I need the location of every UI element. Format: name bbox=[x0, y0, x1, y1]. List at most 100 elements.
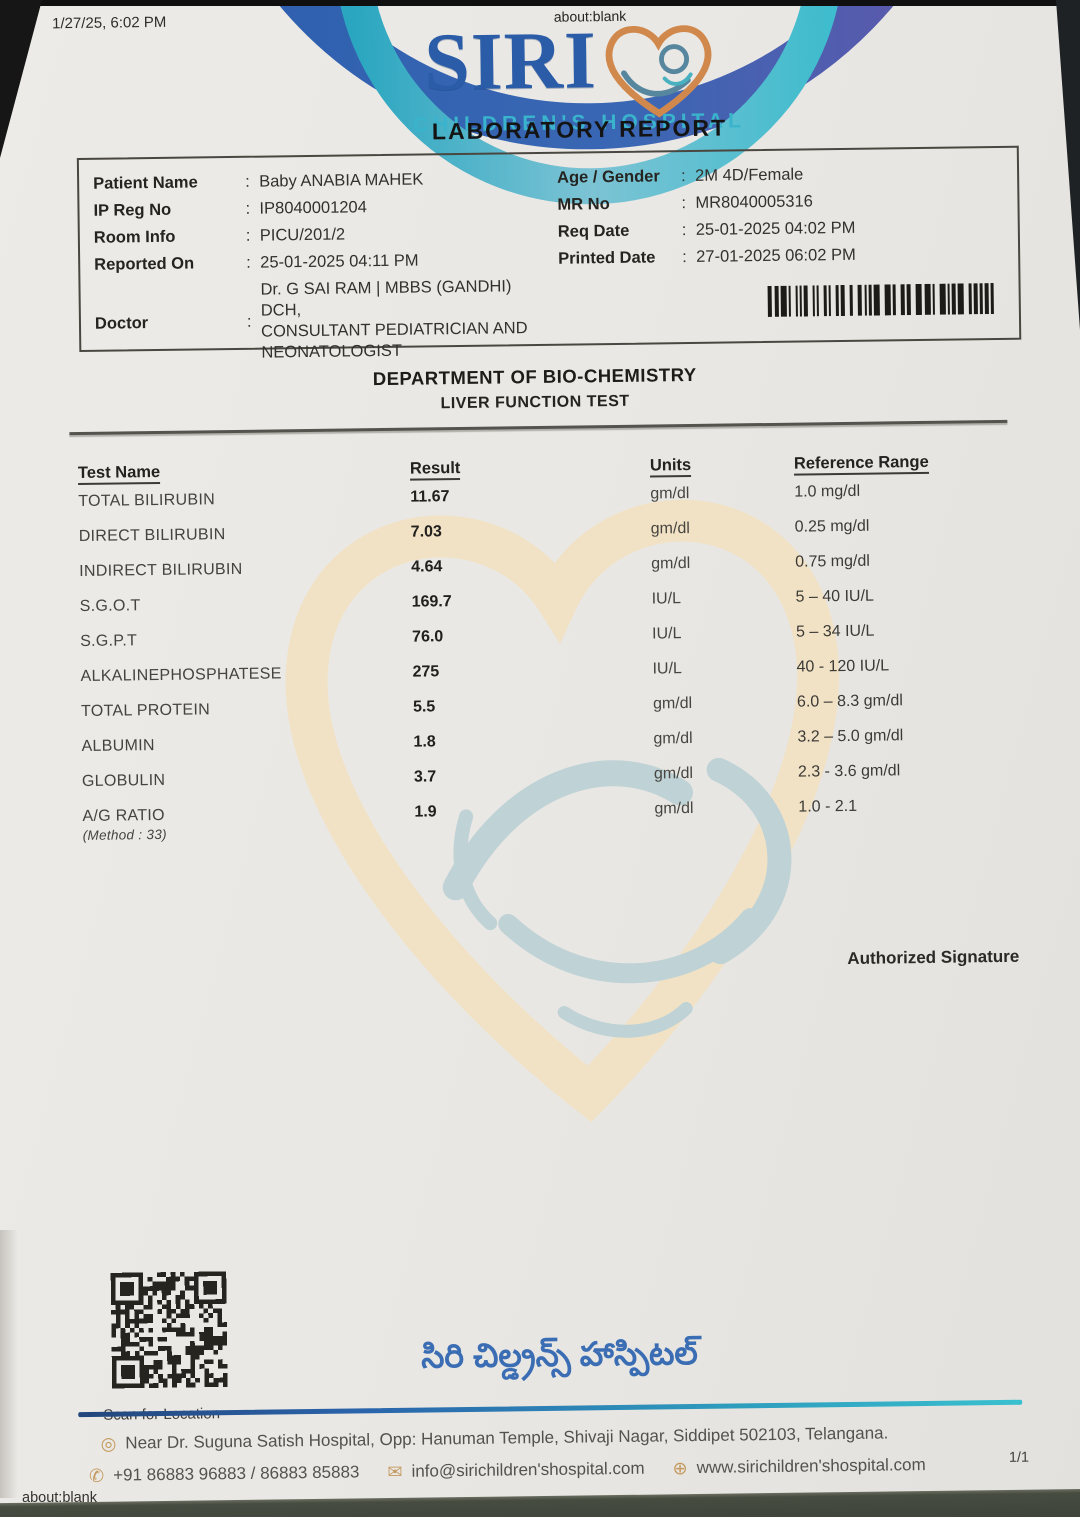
patient-field-value-line: IP8040001204 bbox=[259, 198, 367, 218]
patient-field-colon: : bbox=[681, 221, 687, 240]
patient-field-value-line: Dr. G SAI RAM | MBBS (GANDHI) DCH, bbox=[260, 277, 512, 320]
test-name-cell: DIRECT BILIRUBIN bbox=[78, 526, 226, 546]
table-header-cell: Reference Range bbox=[793, 452, 1018, 476]
result-cell: 5.5 bbox=[412, 698, 436, 716]
table-header-text: Test Name bbox=[77, 462, 161, 486]
patient-field-value: MR8040005316 bbox=[695, 186, 1007, 217]
print-url-bottom: about:blank bbox=[22, 1490, 97, 1506]
units-cell: IU/L bbox=[651, 625, 682, 643]
header-swoosh-arcs bbox=[186, 0, 987, 205]
patient-field-colon: : bbox=[245, 199, 251, 218]
patient-field-colon: : bbox=[246, 312, 252, 331]
patient-field-value: Baby ANABIA MAHEK bbox=[259, 165, 548, 196]
location-qr-code bbox=[110, 1271, 228, 1389]
result-cell: 4.64 bbox=[411, 558, 443, 576]
photo-background-table-edge bbox=[0, 1488, 1080, 1517]
patient-field-label: Patient Name bbox=[93, 173, 198, 193]
patient-field-value: IP8040001204 bbox=[259, 192, 548, 223]
patient-field-value: 2M 4D/Female bbox=[695, 159, 1007, 190]
result-cell: 3.7 bbox=[413, 768, 437, 786]
patient-field-label: IP Reg No bbox=[93, 200, 172, 220]
result-cell: 11.67 bbox=[410, 488, 450, 506]
patient-field-label: Room Info bbox=[93, 227, 176, 247]
footer-contact-line: ✆ +91 86883 96883 / 86883 85883 ✉ info@s… bbox=[89, 1455, 926, 1486]
test-name-cell: TOTAL BILIRUBIN bbox=[78, 491, 216, 511]
reference-range-cell: 5 – 40 IU/L bbox=[795, 587, 875, 606]
patient-field-value: 25-01-2025 04:02 PM bbox=[696, 213, 1008, 244]
patient-field-colon: : bbox=[681, 194, 687, 213]
table-header-text: Units bbox=[649, 455, 692, 478]
units-cell: IU/L bbox=[652, 660, 683, 678]
email-icon: ✉ bbox=[387, 1461, 403, 1483]
patient-field-label: Doctor bbox=[94, 313, 149, 333]
reference-range-cell: 1.0 mg/dl bbox=[794, 482, 861, 501]
result-cell: 1.8 bbox=[413, 733, 436, 751]
reference-range-cell: 2.3 - 3.6 gm/dl bbox=[797, 762, 901, 781]
test-name-cell: S.G.O.T bbox=[79, 597, 141, 616]
photo-edge-top bbox=[0, 0, 1080, 6]
test-name-cell: S.G.P.T bbox=[80, 632, 138, 651]
patient-field-value: PICU/201/2 bbox=[260, 219, 549, 250]
hospital-name-telugu: సిరి చిల్డ్రన్స్ హాస్పిటల్ bbox=[420, 1333, 699, 1375]
reference-range-cell: 0.25 mg/dl bbox=[794, 517, 870, 536]
reference-range-cell: 0.75 mg/dl bbox=[795, 552, 870, 571]
patient-field: Printed Date:27-01-2025 06:02 PM bbox=[558, 240, 1008, 273]
patient-field-label: Reported On bbox=[94, 254, 195, 274]
patient-field-colon: : bbox=[682, 248, 687, 267]
globe-icon: ⊕ bbox=[672, 1458, 688, 1479]
patient-field-colon: : bbox=[246, 253, 251, 272]
results-table-body: TOTAL BILIRUBIN 11.67 gm/dl 1.0 mg/dl DIRECT… bbox=[78, 481, 1023, 843]
patient-field-value-line: PICU/201/2 bbox=[259, 225, 346, 245]
patient-field-value-line: 27-01-2025 06:02 PM bbox=[696, 245, 856, 266]
table-header-cell: Units bbox=[649, 455, 794, 478]
patient-field-label: Req Date bbox=[557, 221, 630, 241]
units-cell: gm/dl bbox=[654, 799, 694, 818]
units-cell: IU/L bbox=[651, 590, 682, 608]
units-cell: gm/dl bbox=[650, 485, 690, 503]
phone-icon: ✆ bbox=[88, 1465, 105, 1486]
patient-field: Doctor: Dr. G SAI RAM | MBBS (GANDHI) DCH… bbox=[94, 276, 550, 366]
authorized-signature-label: Authorized Signature bbox=[847, 946, 1020, 968]
result-cell: 275 bbox=[412, 663, 440, 681]
patient-field-label: MR No bbox=[557, 195, 610, 214]
test-name-cell: TOTAL PROTEIN bbox=[80, 701, 211, 721]
patient-field-value: Dr. G SAI RAM | MBBS (GANDHI) DCH, CONSUL… bbox=[260, 276, 550, 364]
result-cell: 7.03 bbox=[410, 523, 442, 541]
patient-field-value-line: 2M 4D/Female bbox=[694, 165, 804, 185]
test-name-cell: ALKALINEPHOSPHATESE bbox=[80, 665, 282, 686]
table-header-cell: Result bbox=[409, 457, 650, 481]
result-cell: 169.7 bbox=[411, 593, 452, 611]
units-cell: gm/dl bbox=[650, 520, 690, 538]
heart-baby-watermark-icon bbox=[285, 499, 840, 1123]
patient-field-label: Age / Gender bbox=[557, 167, 660, 187]
footer-address: Near Dr. Suguna Satish Hospital, Opp: Ha… bbox=[125, 1423, 889, 1453]
reference-range-cell: 6.0 – 8.3 gm/dl bbox=[796, 692, 903, 711]
patient-field-colon: : bbox=[245, 172, 250, 191]
table-header-text: Reference Range bbox=[793, 452, 929, 476]
report-banner-title: LABORATORY REPORT bbox=[431, 114, 728, 145]
qr-block: Scan for Location bbox=[101, 1262, 237, 1424]
footer-address-line: ◎ Near Dr. Suguna Satish Hospital, Opp: … bbox=[101, 1423, 889, 1453]
patient-field-value-line: Baby ANABIA MAHEK bbox=[259, 170, 424, 191]
heart-baby-logo-icon bbox=[605, 25, 712, 118]
units-cell: gm/dl bbox=[653, 764, 694, 783]
patient-field-value-line: MR8040005316 bbox=[695, 192, 814, 212]
patient-col-right: Age / Gender:2M 4D/Female MR No: MR8040005… bbox=[557, 159, 1008, 273]
brand-wordmark: SIRI bbox=[423, 14, 598, 108]
footer-email: info@sirichildren'shospital.com bbox=[411, 1458, 645, 1481]
table-header-text: Result bbox=[409, 459, 461, 481]
reference-range-cell: 3.2 – 5.0 gm/dl bbox=[797, 727, 904, 746]
test-name-cell: A/G RATIO (Method : 33) bbox=[82, 804, 414, 843]
footer-website: www.sirichildren'shospital.com bbox=[696, 1455, 926, 1478]
test-name-cell: INDIRECT BILIRUBIN bbox=[79, 560, 243, 581]
test-name-cell: GLOBULIN bbox=[81, 771, 166, 790]
location-icon: ◎ bbox=[100, 1433, 117, 1454]
reference-range-cell: 1.0 - 2.1 bbox=[798, 797, 858, 816]
units-cell: gm/dl bbox=[652, 695, 693, 713]
patient-field-value-line: CONSULTANT PEDIATRICIAN AND bbox=[260, 319, 528, 341]
patient-field-value: 27-01-2025 06:02 PM bbox=[696, 240, 1008, 271]
hospital-logo: SIRI bbox=[30, 14, 1080, 130]
patient-field-colon: : bbox=[245, 226, 251, 245]
